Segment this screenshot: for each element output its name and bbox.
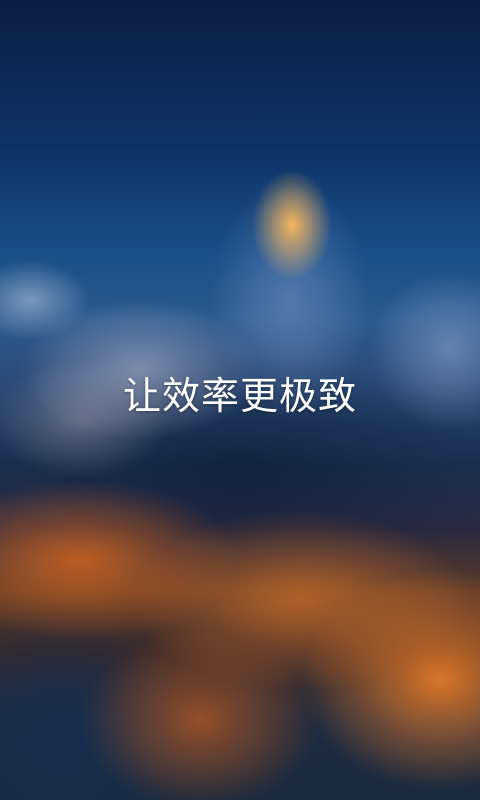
splash-tagline: 让效率更极致: [122, 374, 357, 418]
